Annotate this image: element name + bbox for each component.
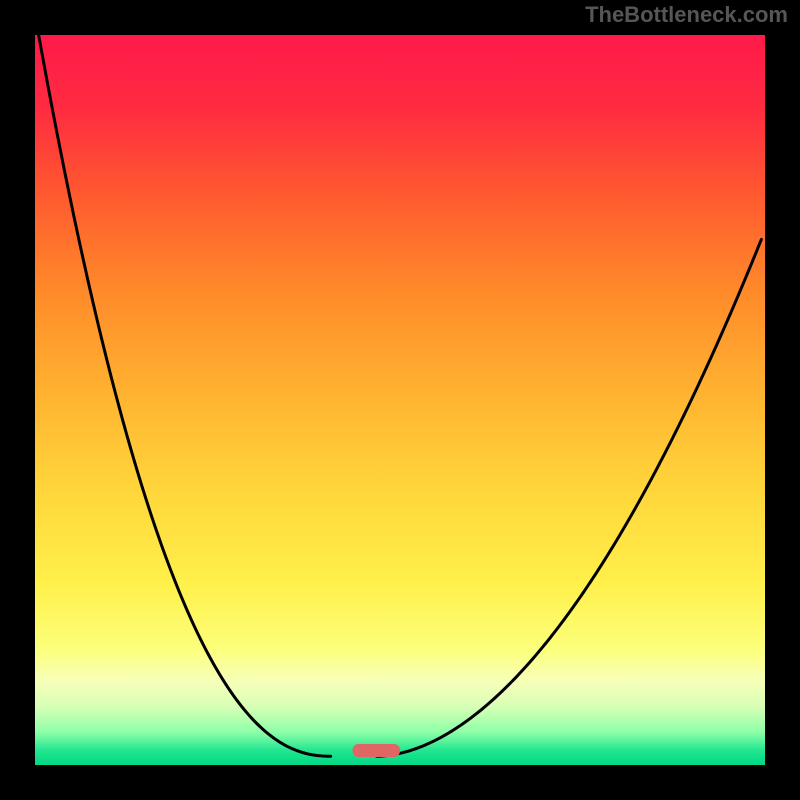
chart-svg xyxy=(0,0,800,800)
watermark-text: TheBottleneck.com xyxy=(585,2,788,28)
plot-area xyxy=(35,35,765,765)
chart-stage: TheBottleneck.com xyxy=(0,0,800,800)
optimal-marker xyxy=(353,744,400,757)
